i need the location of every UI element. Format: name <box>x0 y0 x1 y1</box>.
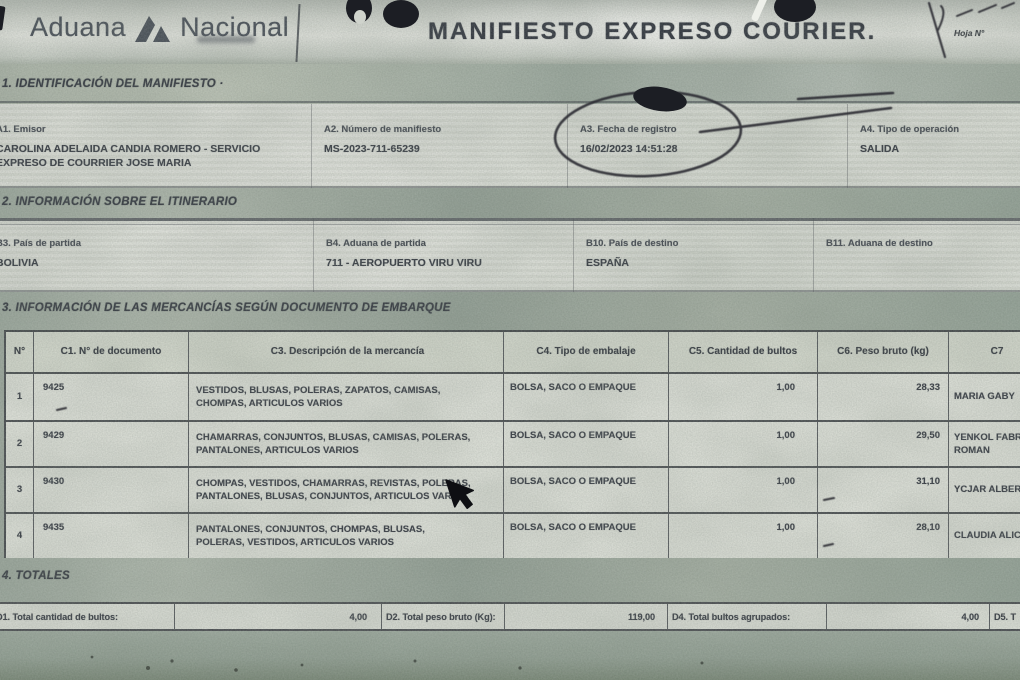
cell-embalaje: BOLSA, SACO O EMPAQUE <box>504 422 669 466</box>
scan-line <box>0 218 1020 221</box>
field-b11-aduana-destino: B11. Aduana de destino <box>814 218 1020 292</box>
cell-consignatario: YENKOL FABR ROMAN <box>954 431 1020 456</box>
cell-peso: 29,50 <box>818 422 949 466</box>
cell-descripcion: PANTALONES, CONJUNTOS, CHOMPAS, BLUSAS, … <box>189 514 504 558</box>
itinerary-fields: B3. País de partida BOLIVIA B4. Aduana d… <box>0 218 1020 292</box>
field-label: A4. Tipo de operación <box>860 124 960 135</box>
scan-line <box>0 224 1020 225</box>
table-row: 3 9430 CHOMPAS, VESTIDOS, CHAMARRAS, REV… <box>6 468 1020 514</box>
aduana-logo-triangle-icon <box>135 15 171 42</box>
cell-documento: 9429 <box>34 422 189 466</box>
cell-descripcion: VESTIDOS, BLUSAS, POLERAS, ZAPATOS, CAMI… <box>189 374 504 420</box>
logo-divider <box>295 3 301 63</box>
bottom-scan-margin <box>0 631 1020 680</box>
cell-numero: 1 <box>6 374 34 420</box>
cell-numero: 3 <box>6 468 34 512</box>
cell-documento: 9425 <box>34 374 189 420</box>
cell-descripcion: CHOMPAS, VESTIDOS, CHAMARRAS, REVISTAS, … <box>189 468 504 512</box>
section-band-mercancias: 3. INFORMACIÓN DE LAS MERCANCÍAS SEGÚN D… <box>0 292 1020 330</box>
field-b3-pais-partida: B3. País de partida BOLIVIA <box>0 218 314 292</box>
cell-documento: 9435 <box>34 514 189 558</box>
cell-consignatario: YCJAR ALBER <box>954 484 1020 496</box>
goods-table-header-row: N° C1. N° de documento C3. Descripción d… <box>6 332 1020 374</box>
field-label: B4. Aduana de partida <box>326 238 426 249</box>
total-bultos-label: D1. Total cantidad de bultos: <box>0 604 175 629</box>
cell-documento: 9430 <box>34 468 189 512</box>
column-header-documento: C1. N° de documento <box>34 332 189 372</box>
field-value: 711 - AEROPUERTO VIRU VIRU <box>326 257 482 269</box>
section-band-identification: 1. IDENTIFICACIÓN DEL MANIFIESTO · <box>0 64 1020 104</box>
logo-tagline-smudge <box>197 36 255 43</box>
cell-descripcion: CHAMARRAS, CONJUNTOS, BLUSAS, CAMISAS, P… <box>189 422 504 466</box>
field-value: BOLIVIA <box>0 257 39 269</box>
field-value: SALIDA <box>860 143 900 155</box>
field-label: B3. País de partida <box>0 238 82 249</box>
column-header-peso-bruto: C6. Peso bruto (kg) <box>818 332 949 372</box>
sheet-number-label: Hoja N° <box>954 28 985 38</box>
cell-numero: 4 <box>6 514 34 558</box>
cell-cantidad: 1,00 <box>669 374 818 420</box>
field-label: A2. Número de manifiesto <box>324 124 442 135</box>
section1-heading: 1. IDENTIFICACIÓN DEL MANIFIESTO · <box>2 78 224 90</box>
total-agrupados-value: 4,00 <box>827 604 990 629</box>
section4-heading: 4. TOTALES <box>2 570 70 582</box>
field-label: A1. Emisor <box>0 124 46 135</box>
cell-cantidad: 1,00 <box>669 514 818 558</box>
section-band-itinerario: 2. INFORMACIÓN SOBRE EL ITINERARIO <box>0 188 1020 218</box>
field-label: A3. Fecha de registro <box>580 124 677 135</box>
field-a2-numero-manifiesto: A2. Número de manifiesto MS-2023-711-652… <box>312 104 568 188</box>
cell-peso: 28,10 <box>818 514 949 558</box>
table-row: 1 9425 VESTIDOS, BLUSAS, POLERAS, ZAPATO… <box>6 374 1020 422</box>
field-a3-fecha-registro: A3. Fecha de registro 16/02/2023 14:51:2… <box>568 104 848 188</box>
total-d5-label: D5. T <box>994 611 1016 622</box>
table-row: 4 9435 PANTALONES, CONJUNTOS, CHOMPAS, B… <box>6 514 1020 560</box>
field-value: CAROLINA ADELAIDA CANDIA ROMERO - SERVIC… <box>0 143 261 170</box>
total-peso-label: D2. Total peso bruto (Kg): <box>382 604 505 629</box>
cell-peso: 28,33 <box>818 374 949 420</box>
total-agrupados-label: D4. Total bultos agrupados: <box>668 604 827 629</box>
logo-word-aduana: Aduana <box>30 12 127 42</box>
cell-numero: 2 <box>6 422 34 466</box>
column-header-cantidad-bultos: C5. Cantidad de bultos <box>669 332 818 372</box>
section2-heading: 2. INFORMACIÓN SOBRE EL ITINERARIO <box>2 196 238 208</box>
scan-line <box>0 290 1020 292</box>
field-value: 16/02/2023 14:51:28 <box>580 143 678 155</box>
cell-consignatario: CLAUDIA ALIC <box>954 530 1020 542</box>
column-header-descripcion: C3. Descripción de la mercancía <box>189 332 504 372</box>
cell-cantidad: 1,00 <box>669 422 818 466</box>
field-label: B11. Aduana de destino <box>826 238 933 249</box>
cell-embalaje: BOLSA, SACO O EMPAQUE <box>504 374 669 420</box>
field-value: MS-2023-711-65239 <box>324 143 420 155</box>
field-b10-pais-destino: B10. País de destino ESPAÑA <box>574 218 814 292</box>
column-header-embalaje: C4. Tipo de embalaje <box>504 332 669 372</box>
document-header: Aduana Nacional MANIFIESTO EXPRESO COURI… <box>0 0 1020 64</box>
section3-heading: 3. INFORMACIÓN DE LAS MERCANCÍAS SEGÚN D… <box>2 302 451 314</box>
total-bultos-value: 4,00 <box>175 604 382 629</box>
column-header-numero: N° <box>6 332 34 372</box>
scan-line <box>0 186 1020 188</box>
section-band-totales: 4. TOTALES <box>0 558 1020 602</box>
field-a1-emisor: A1. Emisor CAROLINA ADELAIDA CANDIA ROME… <box>0 104 312 188</box>
field-b4-aduana-partida: B4. Aduana de partida 711 - AEROPUERTO V… <box>314 218 574 292</box>
cell-consignatario: MARIA GABY <box>954 391 1015 403</box>
cell-peso: 31,10 <box>818 468 949 512</box>
document-title: MANIFIESTO EXPRESO COURIER. <box>428 18 877 45</box>
goods-table: N° C1. N° de documento C3. Descripción d… <box>4 330 1020 560</box>
cell-embalaje: BOLSA, SACO O EMPAQUE <box>504 468 669 512</box>
field-a4-tipo-operacion: A4. Tipo de operación SALIDA <box>848 104 1020 188</box>
cell-embalaje: BOLSA, SACO O EMPAQUE <box>504 514 669 558</box>
total-peso-value: 119,00 <box>505 604 668 629</box>
cell-cantidad: 1,00 <box>669 468 818 512</box>
field-value: ESPAÑA <box>586 257 629 269</box>
field-label: B10. País de destino <box>586 238 679 249</box>
scan-line <box>0 101 1020 103</box>
totals-row: D1. Total cantidad de bultos: 4,00 D2. T… <box>0 602 1020 631</box>
table-row: 2 9429 CHAMARRAS, CONJUNTOS, BLUSAS, CAM… <box>6 422 1020 468</box>
column-header-c7: C7 <box>990 346 1004 357</box>
identification-fields: A1. Emisor CAROLINA ADELAIDA CANDIA ROME… <box>0 104 1020 188</box>
